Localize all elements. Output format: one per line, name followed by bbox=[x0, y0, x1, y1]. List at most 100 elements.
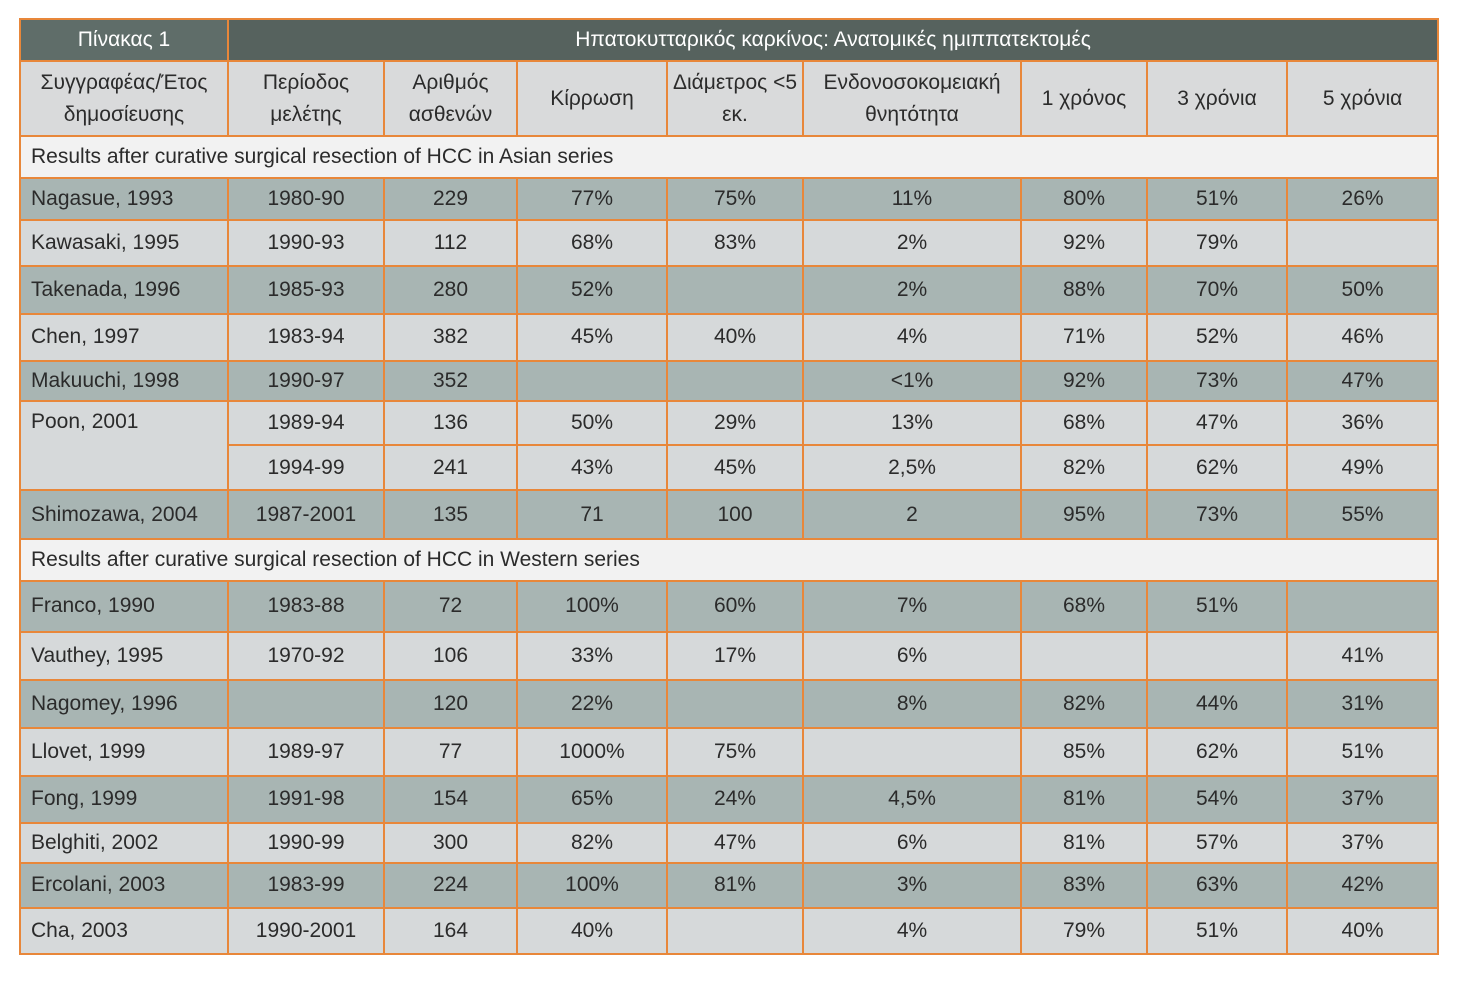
cell-3-years: 52% bbox=[1146, 313, 1288, 362]
cell-period: 1991-98 bbox=[227, 774, 385, 824]
cell-5-years: 55% bbox=[1285, 489, 1440, 540]
cell-cirrhosis: 82% bbox=[516, 821, 668, 865]
cell-diameter bbox=[666, 906, 804, 956]
table-title: Ηπατοκυτταρικός καρκίνος: Ανατομικές ημι… bbox=[226, 17, 1440, 63]
cell-1-year: 92% bbox=[1020, 359, 1148, 402]
header-1-year: 1 χρόνος bbox=[1020, 60, 1148, 137]
cell-author: Fong, 1999 bbox=[19, 774, 229, 824]
cell-3-years: 63% bbox=[1146, 862, 1288, 909]
table-row: Ercolani, 2003 1983-99 224 100% 81% 3% 8… bbox=[19, 862, 1440, 909]
cell-period: 1985-93 bbox=[227, 264, 385, 316]
cell-3-years: 51% bbox=[1146, 906, 1288, 956]
cell-1-year: 85% bbox=[1020, 727, 1148, 777]
cell-cirrhosis: 68% bbox=[516, 219, 668, 267]
cell-1-year: 88% bbox=[1020, 264, 1148, 316]
cell-diameter: 81% bbox=[666, 862, 804, 909]
cell-patients: 106 bbox=[383, 630, 518, 681]
cell-1-year: 71% bbox=[1020, 313, 1148, 362]
cell-cirrhosis: 45% bbox=[516, 313, 668, 362]
cell-patients: 352 bbox=[383, 359, 518, 402]
cell-patients: 112 bbox=[383, 219, 518, 267]
cell-cirrhosis: 77% bbox=[516, 177, 668, 222]
cell-period: 1983-88 bbox=[227, 580, 385, 633]
table-row: Vauthey, 1995 1970-92 106 33% 17% 6% 41% bbox=[19, 630, 1440, 681]
cell-diameter: 40% bbox=[666, 313, 804, 362]
cell-mortality: 7% bbox=[802, 580, 1022, 633]
table-row: Poon, 2001 1989-94 136 50% 29% 13% 68% 4… bbox=[19, 399, 1440, 492]
cell-diameter: 45% bbox=[666, 444, 804, 492]
cell-mortality: 2% bbox=[802, 264, 1022, 316]
cell-3-years: 54% bbox=[1146, 774, 1288, 824]
cell-5-years: 49% bbox=[1285, 444, 1440, 492]
cell-author: Makuuchi, 1998 bbox=[19, 359, 229, 402]
table-row: Nagasue, 1993 1980-90 229 77% 75% 11% 80… bbox=[19, 177, 1440, 222]
cell-5-years bbox=[1285, 219, 1440, 267]
section-row-asian: Results after curative surgical resectio… bbox=[18, 134, 1440, 180]
header-diameter: Διάμετρος <5 εκ. bbox=[666, 60, 804, 137]
cell-period: 1970-92 bbox=[227, 630, 385, 681]
table-row: Takenada, 1996 1985-93 280 52% 2% 88% 70… bbox=[19, 264, 1440, 316]
cell-patients: 135 bbox=[383, 489, 518, 540]
cell-3-years: 51% bbox=[1146, 580, 1288, 633]
cell-cirrhosis: 1000% bbox=[516, 727, 668, 777]
cell-5-years bbox=[1285, 580, 1440, 633]
header-cirrhosis: Κίρρωση bbox=[516, 60, 668, 137]
title-row: Πίνακας 1 Ηπατοκυτταρικός καρκίνος: Ανατ… bbox=[19, 17, 1440, 63]
cell-diameter: 17% bbox=[666, 630, 804, 681]
cell-author: Chen, 1997 bbox=[19, 313, 229, 362]
cell-period: 1983-94 bbox=[227, 313, 385, 362]
table-row: Chen, 1997 1983-94 382 45% 40% 4% 71% 52… bbox=[19, 313, 1440, 362]
cell-5-years: 26% bbox=[1285, 177, 1440, 222]
table-row: Makuuchi, 1998 1990-97 352 <1% 92% 73% 4… bbox=[19, 359, 1440, 402]
cell-patients: 120 bbox=[383, 678, 518, 730]
cell-cirrhosis: 100% bbox=[516, 580, 668, 633]
cell-cirrhosis: 71 bbox=[516, 489, 668, 540]
cell-mortality: 2 bbox=[802, 489, 1022, 540]
cell-1-year: 82% bbox=[1020, 444, 1148, 492]
hcc-results-table: Πίνακας 1 Ηπατοκυτταρικός καρκίνος: Ανατ… bbox=[18, 17, 1440, 956]
cell-mortality: 3% bbox=[802, 862, 1022, 909]
cell-mortality: 2,5% bbox=[802, 444, 1022, 492]
cell-period: 1990-97 bbox=[227, 359, 385, 402]
cell-3-years: 47% bbox=[1146, 399, 1288, 447]
section-title-asian: Results after curative surgical resectio… bbox=[18, 134, 1440, 180]
cell-patients: 72 bbox=[383, 580, 518, 633]
cell-cirrhosis bbox=[516, 359, 668, 402]
cell-patients: 280 bbox=[383, 264, 518, 316]
cell-author: Shimozawa, 2004 bbox=[19, 489, 229, 540]
cell-author: Poon, 2001 bbox=[19, 399, 229, 492]
cell-author: Takenada, 1996 bbox=[19, 264, 229, 316]
cell-mortality: 2% bbox=[802, 219, 1022, 267]
cell-1-year: 95% bbox=[1020, 489, 1148, 540]
cell-period: 1990-99 bbox=[227, 821, 385, 865]
cell-diameter: 24% bbox=[666, 774, 804, 824]
cell-cirrhosis: 43% bbox=[516, 444, 668, 492]
header-period: Περίοδος μελέτης bbox=[227, 60, 385, 137]
cell-cirrhosis: 100% bbox=[516, 862, 668, 909]
table-row: Nagomey, 1996 120 22% 8% 82% 44% 31% bbox=[19, 678, 1440, 730]
cell-1-year: 80% bbox=[1020, 177, 1148, 222]
cell-diameter: 75% bbox=[666, 727, 804, 777]
header-mortality: Ενδονοσοκομειακή θνητότητα bbox=[802, 60, 1022, 137]
cell-patients: 224 bbox=[383, 862, 518, 909]
cell-5-years: 36% bbox=[1285, 399, 1440, 447]
table-row: Cha, 2003 1990-2001 164 40% 4% 79% 51% 4… bbox=[19, 906, 1440, 956]
cell-diameter: 60% bbox=[666, 580, 804, 633]
cell-period: 1980-90 bbox=[227, 177, 385, 222]
cell-3-years: 70% bbox=[1146, 264, 1288, 316]
cell-period: 1990-93 bbox=[227, 219, 385, 267]
table-row: 1994-99 241 43% 45% 2,5% 82% 62% 49% bbox=[20, 444, 1440, 492]
cell-mortality: 11% bbox=[802, 177, 1022, 222]
cell-1-year: 92% bbox=[1020, 219, 1148, 267]
cell-author: Llovet, 1999 bbox=[19, 727, 229, 777]
cell-mortality: 13% bbox=[802, 399, 1022, 447]
cell-3-years: 44% bbox=[1146, 678, 1288, 730]
cell-3-years: 73% bbox=[1146, 489, 1288, 540]
cell-5-years: 41% bbox=[1285, 630, 1440, 681]
cell-1-year: 81% bbox=[1020, 774, 1148, 824]
cell-mortality: 6% bbox=[802, 821, 1022, 865]
cell-cirrhosis: 40% bbox=[516, 906, 668, 956]
table-label: Πίνακας 1 bbox=[19, 17, 229, 63]
cell-cirrhosis: 22% bbox=[516, 678, 668, 730]
cell-mortality: 4% bbox=[802, 906, 1022, 956]
